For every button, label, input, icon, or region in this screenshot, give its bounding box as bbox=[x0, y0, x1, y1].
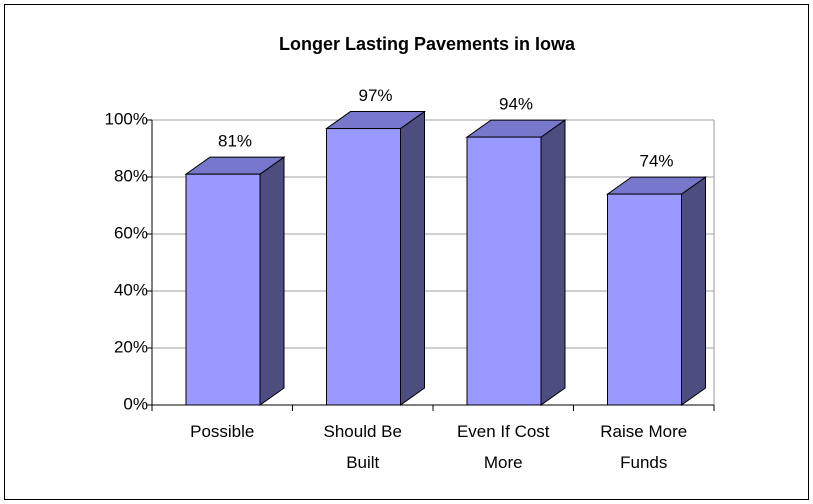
bar-front bbox=[607, 193, 682, 406]
bar-front bbox=[466, 136, 542, 406]
y-tick-label: 20% bbox=[114, 337, 148, 356]
y-tick-label: 0% bbox=[123, 394, 148, 413]
bar bbox=[184, 156, 286, 406]
chart-title: Longer Lasting Pavements in Iowa bbox=[279, 34, 576, 54]
y-tick-label: 40% bbox=[114, 280, 148, 299]
value-label: 94% bbox=[499, 95, 533, 114]
value-label: 81% bbox=[218, 132, 252, 151]
value-label: 97% bbox=[358, 86, 392, 105]
x-tick-label: Raise More Funds bbox=[600, 422, 688, 472]
bar-front bbox=[326, 128, 401, 406]
x-tick-label: Should Be Built bbox=[323, 422, 402, 472]
y-tick-label: 60% bbox=[114, 223, 148, 242]
y-tick-label: 100% bbox=[105, 109, 148, 128]
bar bbox=[465, 119, 567, 406]
x-tick-label: Possible bbox=[190, 422, 255, 441]
bar bbox=[605, 176, 708, 406]
y-tick-label: 80% bbox=[114, 166, 148, 185]
x-tick-label: Even If Cost More bbox=[456, 422, 550, 472]
bar-front bbox=[185, 173, 261, 406]
bar-side bbox=[681, 176, 706, 406]
bar-side bbox=[540, 119, 566, 406]
value-label: 74% bbox=[639, 152, 673, 171]
bar-side bbox=[400, 110, 425, 406]
bar bbox=[324, 110, 427, 406]
bar-side bbox=[259, 156, 285, 406]
